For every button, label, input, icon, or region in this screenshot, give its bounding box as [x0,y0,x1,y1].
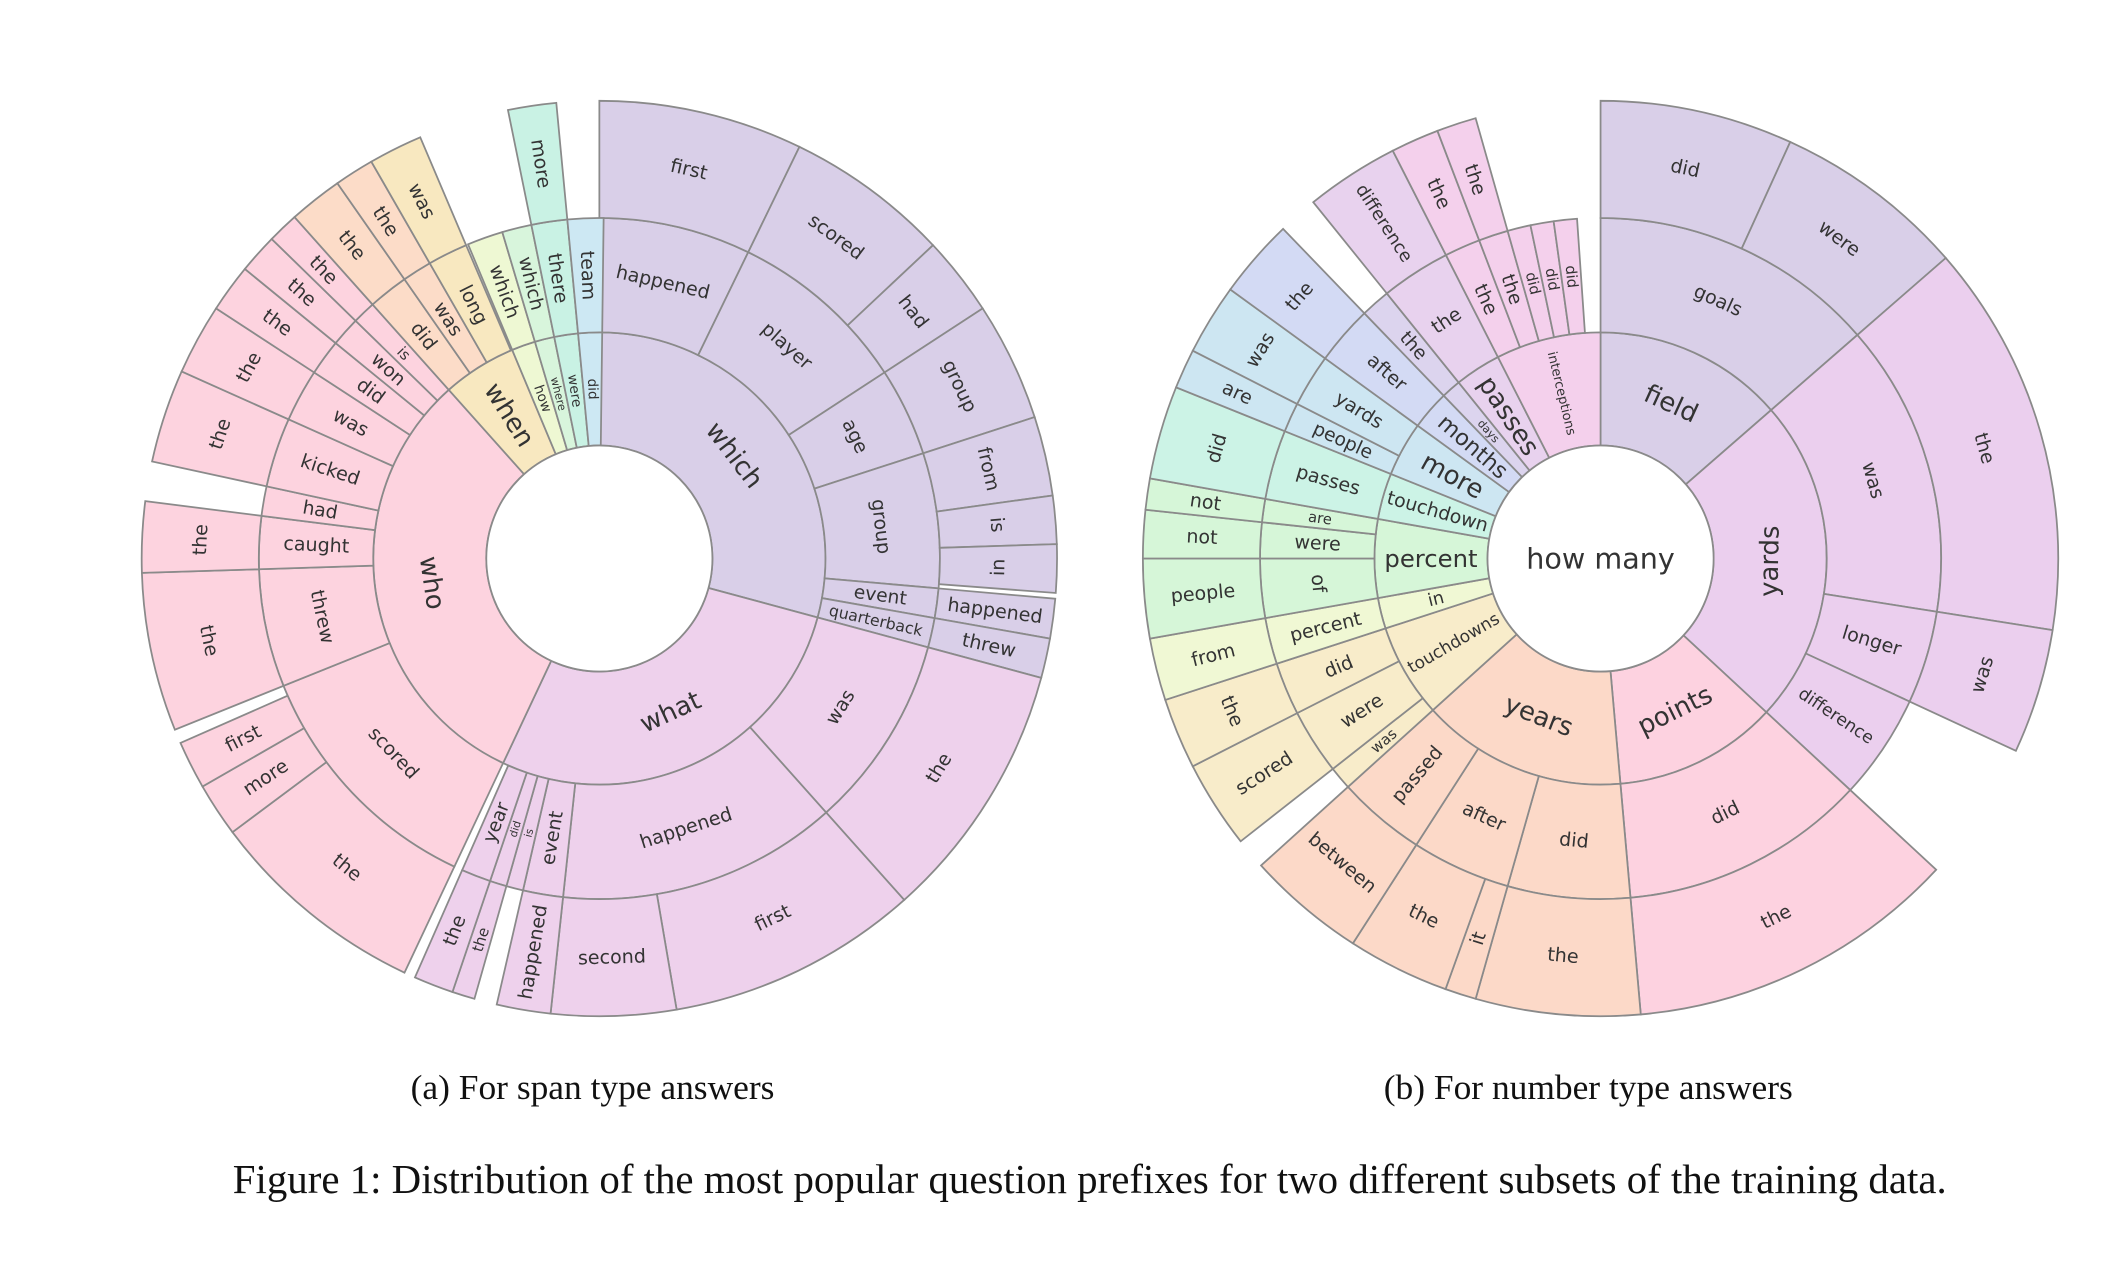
sunburst-segment [179,694,306,788]
segment-label: did [1562,265,1581,289]
sunburst-segment [1259,785,1418,945]
center-label: how many [1526,542,1675,576]
figure-caption: Figure 1: Distribution of the most popul… [233,1157,1947,1202]
center-hole [1486,444,1715,673]
segment-label: did [1522,270,1544,296]
segment-label: the [189,524,212,556]
segment-label: not [1186,525,1219,549]
segment-label: caught [283,533,350,558]
segment-label: the [1546,943,1579,968]
segment-label: are [1307,508,1333,528]
segment-label: were [1294,531,1342,555]
segment-label: did [1558,828,1589,853]
segment-label: is [522,827,537,839]
segment-label: team [576,250,600,300]
sunburst-segment [370,136,468,265]
sunburst-segment [413,869,492,994]
segment-label: did [584,378,601,400]
sunburst-segment [140,500,263,574]
segment-label: did [1542,267,1563,292]
segment-label: second [578,945,647,969]
segment-label: yards [1755,525,1786,597]
sunburst-segment [1229,227,1366,360]
sunburst-segment [937,543,1058,594]
segment-label: were [564,373,585,408]
segment-label: did [507,819,524,839]
sunburst-segment [566,217,605,335]
center-hole [485,444,714,673]
panel-caption: (b) For number type answers [1384,1067,1793,1107]
segment-label: who [413,554,450,611]
panel-caption: (a) For span type answers [411,1067,775,1107]
segment-label: is [985,516,1008,533]
segment-label: it [1466,929,1491,948]
segment-label: percent [1384,544,1477,573]
segment-label: in [1426,588,1446,611]
segment-label: in [987,558,1009,576]
segment-label: of [1307,573,1331,595]
sunburst-segment [1552,217,1586,336]
segment-label: not [1188,489,1223,515]
sunburst-segment [1908,610,2054,752]
